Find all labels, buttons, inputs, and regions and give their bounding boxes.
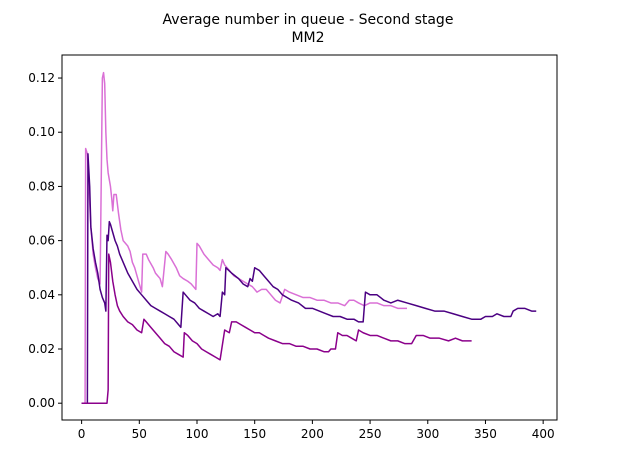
- series-line-3: [81, 253, 472, 404]
- y-tick-label: 0.12: [28, 71, 55, 85]
- y-tick-label: 0.10: [28, 125, 55, 139]
- y-tick-label: 0.06: [28, 234, 55, 248]
- series-line-2: [81, 153, 537, 404]
- x-tick-label: 150: [243, 427, 266, 441]
- series-layer: [81, 71, 537, 404]
- x-tick-label: 350: [474, 427, 497, 441]
- x-tick-label: 300: [416, 427, 439, 441]
- x-tick-label: 50: [132, 427, 147, 441]
- chart-title: Average number in queue - Second stage: [163, 12, 454, 28]
- x-tick-label: 100: [186, 427, 209, 441]
- x-axis: 0 50 100 150 200 250 300 350 400: [78, 420, 555, 441]
- y-tick-label: 0.00: [28, 396, 55, 410]
- chart-subtitle: MM2: [291, 30, 324, 46]
- series-line-1: [81, 71, 407, 404]
- x-tick-label: 0: [78, 427, 86, 441]
- x-tick-label: 200: [301, 427, 324, 441]
- y-tick-label: 0.04: [28, 288, 55, 302]
- y-axis: 0.00 0.02 0.04 0.06 0.08 0.10 0.12: [28, 71, 62, 410]
- x-tick-label: 250: [359, 427, 382, 441]
- x-tick-label: 400: [532, 427, 555, 441]
- plot-frame: [61, 54, 558, 421]
- y-tick-label: 0.02: [28, 342, 55, 356]
- y-tick-label: 0.08: [28, 179, 55, 193]
